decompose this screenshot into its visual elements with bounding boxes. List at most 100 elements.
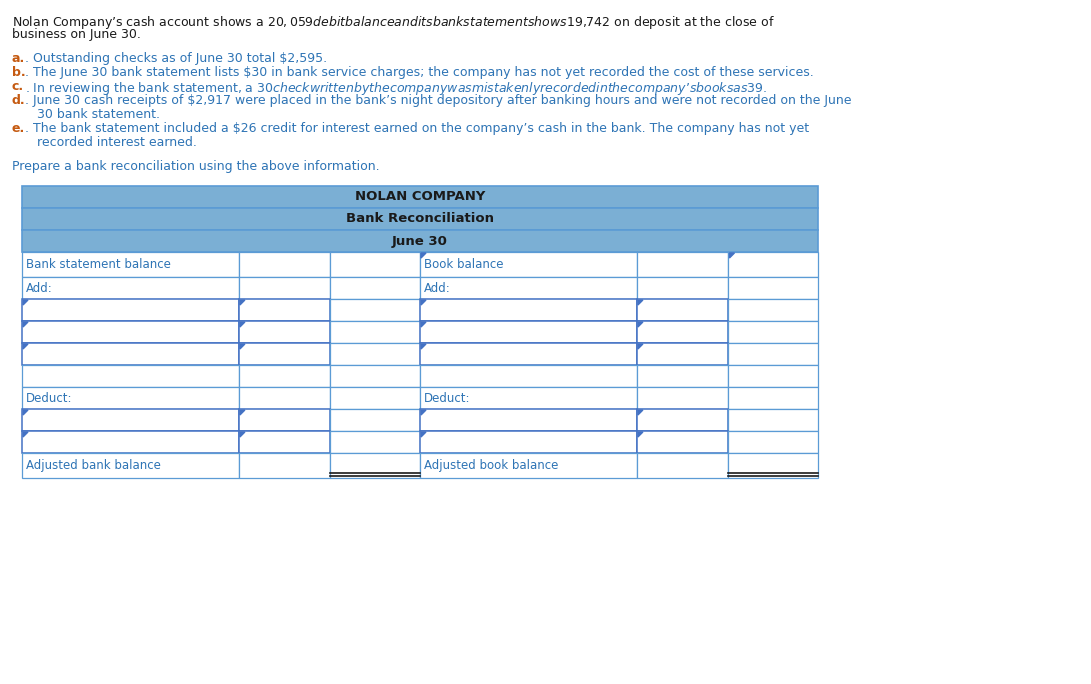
Text: Nolan Company’s cash account shows a $20,059 debit balance and its bank statemen: Nolan Company’s cash account shows a $20… (12, 14, 775, 31)
Bar (239, 277, 331, 299)
Text: recorded interest earned.: recorded interest earned. (25, 136, 196, 149)
Bar (22, 208, 818, 230)
Bar (637, 453, 729, 478)
Bar (22, 252, 239, 277)
Text: Book balance: Book balance (424, 258, 504, 271)
Bar (239, 321, 331, 343)
Bar (239, 409, 331, 431)
Polygon shape (23, 410, 28, 415)
Bar (637, 387, 729, 409)
Text: June 30: June 30 (392, 235, 448, 248)
Text: . The bank statement included a $26 credit for interest earned on the company’s : . The bank statement included a $26 cred… (25, 122, 810, 135)
Bar (420, 431, 637, 453)
Polygon shape (421, 322, 425, 327)
Bar (22, 277, 239, 299)
Text: . June 30 cash receipts of $2,917 were placed in the bank’s night depository aft: . June 30 cash receipts of $2,917 were p… (25, 94, 851, 107)
Polygon shape (730, 253, 734, 258)
Text: d.: d. (12, 94, 25, 107)
Bar (22, 409, 239, 431)
Bar (331, 277, 420, 299)
Polygon shape (240, 344, 244, 349)
Bar (420, 277, 637, 299)
Bar (637, 252, 729, 277)
Bar (22, 321, 239, 343)
Bar (22, 453, 239, 478)
Text: Bank statement balance: Bank statement balance (26, 258, 171, 271)
Bar (239, 453, 331, 478)
Bar (420, 409, 637, 431)
Bar (331, 409, 420, 431)
Polygon shape (240, 322, 244, 327)
Bar (239, 343, 331, 365)
Bar (420, 343, 637, 365)
Polygon shape (421, 410, 425, 415)
Text: . In reviewing the bank statement, a $30 check written by the company was mistak: . In reviewing the bank statement, a $30… (25, 80, 767, 97)
Polygon shape (638, 432, 643, 437)
Text: Add:: Add: (26, 282, 52, 295)
Text: Adjusted book balance: Adjusted book balance (424, 459, 559, 472)
Bar (637, 409, 729, 431)
Polygon shape (23, 300, 28, 305)
Polygon shape (23, 322, 28, 327)
Bar (22, 387, 239, 409)
Text: . The June 30 bank statement lists $30 in bank service charges; the company has : . The June 30 bank statement lists $30 i… (25, 66, 814, 79)
Bar (729, 321, 818, 343)
Text: . Outstanding checks as of June 30 total $2,595.: . Outstanding checks as of June 30 total… (25, 52, 327, 65)
Text: Deduct:: Deduct: (424, 391, 470, 404)
Bar (22, 365, 239, 387)
Text: Prepare a bank reconciliation using the above information.: Prepare a bank reconciliation using the … (12, 160, 380, 173)
Polygon shape (240, 300, 244, 305)
Bar (729, 365, 818, 387)
Polygon shape (240, 432, 244, 437)
Text: Deduct:: Deduct: (26, 391, 72, 404)
Bar (331, 252, 420, 277)
Polygon shape (638, 410, 643, 415)
Bar (637, 431, 729, 453)
Bar (420, 252, 637, 277)
Bar (729, 431, 818, 453)
Polygon shape (638, 300, 643, 305)
Text: business on June 30.: business on June 30. (12, 28, 141, 41)
Bar (420, 387, 637, 409)
Polygon shape (23, 432, 28, 437)
Text: Add:: Add: (424, 282, 451, 295)
Bar (420, 365, 637, 387)
Text: Bank Reconciliation: Bank Reconciliation (346, 213, 494, 226)
Bar (22, 186, 818, 208)
Bar (22, 299, 239, 321)
Polygon shape (421, 432, 425, 437)
Polygon shape (638, 322, 643, 327)
Bar (729, 277, 818, 299)
Bar (637, 277, 729, 299)
Text: NOLAN COMPANY: NOLAN COMPANY (355, 191, 485, 204)
Bar (729, 343, 818, 365)
Text: a.: a. (12, 52, 25, 65)
Bar (331, 321, 420, 343)
Text: b.: b. (12, 66, 25, 79)
Bar (331, 387, 420, 409)
Polygon shape (421, 253, 425, 258)
Bar (420, 321, 637, 343)
Polygon shape (421, 344, 425, 349)
Bar (22, 343, 239, 365)
Bar (420, 299, 637, 321)
Bar (729, 387, 818, 409)
Bar (729, 453, 818, 478)
Bar (420, 453, 637, 478)
Text: Adjusted bank balance: Adjusted bank balance (26, 459, 160, 472)
Bar (637, 343, 729, 365)
Bar (239, 252, 331, 277)
Bar (729, 299, 818, 321)
Bar (729, 252, 818, 277)
Bar (331, 299, 420, 321)
Bar (331, 431, 420, 453)
Bar (637, 365, 729, 387)
Bar (637, 321, 729, 343)
Bar (729, 409, 818, 431)
Text: 30 bank statement.: 30 bank statement. (25, 108, 160, 121)
Bar (22, 230, 818, 252)
Bar (331, 343, 420, 365)
Text: e.: e. (12, 122, 25, 135)
Bar (239, 387, 331, 409)
Bar (22, 431, 239, 453)
